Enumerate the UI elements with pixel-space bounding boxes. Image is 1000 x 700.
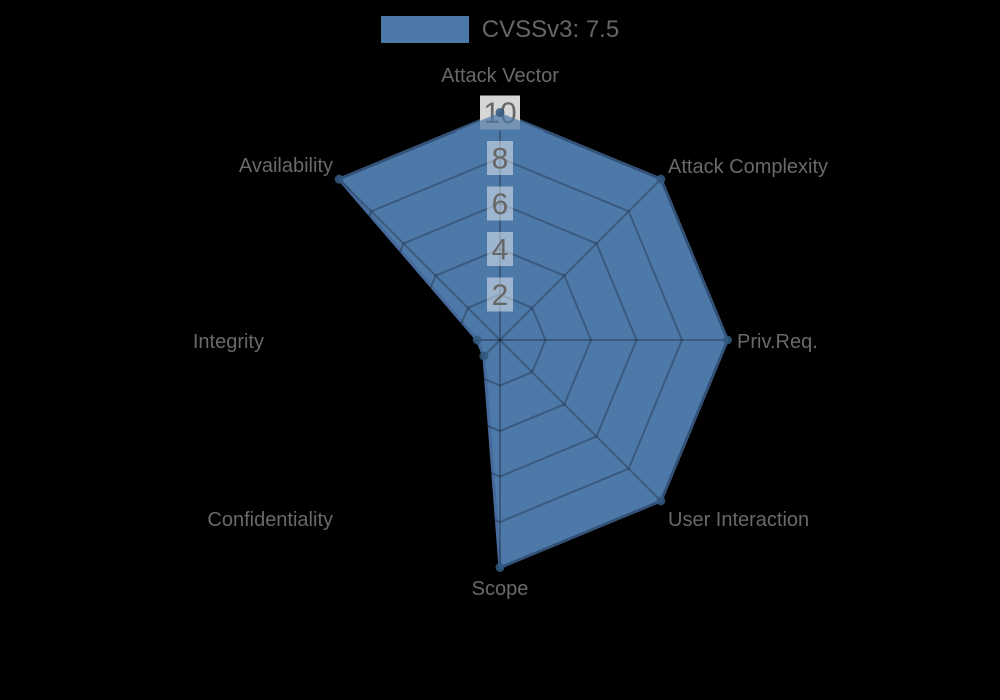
data-point-confidentiality[interactable] bbox=[479, 351, 489, 361]
tick-label-4: 4 bbox=[492, 234, 509, 267]
tick-label-2: 2 bbox=[492, 279, 509, 312]
data-point-attack-vector[interactable] bbox=[495, 108, 505, 117]
tick-backdrop-8 bbox=[487, 141, 513, 175]
radar-ring-4 bbox=[407, 247, 593, 433]
data-point-scope[interactable] bbox=[495, 563, 505, 572]
apex-overlay bbox=[454, 112, 546, 132]
data-point-user-interaction[interactable] bbox=[656, 496, 666, 506]
axis-label-attack-complexity: Attack Complexity bbox=[668, 156, 828, 178]
tick-label-8: 8 bbox=[492, 143, 509, 176]
radar-ring-6 bbox=[362, 202, 638, 478]
radar-spoke bbox=[499, 178, 662, 341]
axis-label-attack-vector: Attack Vector bbox=[441, 65, 559, 87]
chart-legend[interactable]: CVSSv3: 7.5 bbox=[0, 16, 1000, 43]
data-points bbox=[334, 108, 732, 572]
radar-spoke bbox=[338, 178, 501, 341]
tick-backdrop-2 bbox=[487, 277, 513, 312]
radar-ring-8 bbox=[316, 156, 684, 524]
tick-label-6: 6 bbox=[492, 188, 509, 221]
tick-backdrop-6 bbox=[487, 186, 513, 221]
data-point-availability[interactable] bbox=[334, 174, 344, 184]
axis-label-priv-req-: Priv.Req. bbox=[737, 331, 818, 353]
legend-swatch bbox=[380, 16, 469, 43]
axis-labels: Attack Vector Attack Complexity Priv.Req. U… bbox=[193, 65, 828, 600]
axis-label-scope: Scope bbox=[472, 578, 529, 600]
tick-backdrop-4 bbox=[487, 232, 513, 266]
radar-spoke bbox=[499, 339, 662, 502]
axis-label-user-interaction: User Interaction bbox=[668, 509, 809, 531]
radar-spoke bbox=[338, 339, 501, 502]
legend-label: CVSSv3: 7.5 bbox=[481, 16, 620, 43]
axis-label-integrity: Integrity bbox=[193, 331, 264, 353]
axis-label-availability: Availability bbox=[239, 155, 333, 177]
radar-ring-2 bbox=[453, 293, 547, 387]
data-point-priv-req-[interactable] bbox=[723, 335, 732, 345]
axis-label-confidentiality: Confidentiality bbox=[207, 509, 333, 531]
data-point-attack-complexity[interactable] bbox=[656, 174, 666, 184]
data-point-integrity[interactable] bbox=[472, 335, 482, 345]
